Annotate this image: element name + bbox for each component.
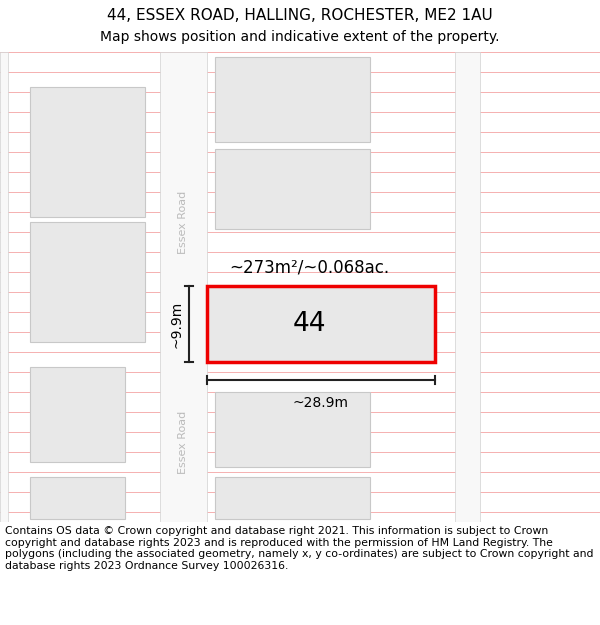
Text: ~28.9m: ~28.9m [293, 396, 349, 410]
Text: Map shows position and indicative extent of the property.: Map shows position and indicative extent… [100, 30, 500, 44]
Bar [215, 477, 370, 519]
Bar [0, 52, 8, 522]
Bar [215, 57, 370, 142]
Text: 44, ESSEX ROAD, HALLING, ROCHESTER, ME2 1AU: 44, ESSEX ROAD, HALLING, ROCHESTER, ME2 … [107, 9, 493, 24]
Bar [215, 292, 360, 357]
Bar [215, 149, 370, 229]
Text: Essex Road: Essex Road [179, 411, 188, 474]
Text: 44: 44 [293, 311, 326, 337]
Text: Essex Road: Essex Road [179, 191, 188, 254]
Bar [30, 477, 125, 519]
Bar [30, 367, 125, 462]
Bar [215, 392, 370, 467]
Bar [207, 286, 435, 362]
Text: ~9.9m: ~9.9m [169, 301, 183, 348]
Text: Contains OS data © Crown copyright and database right 2021. This information is : Contains OS data © Crown copyright and d… [5, 526, 593, 571]
Bar [30, 87, 145, 217]
Text: ~273m²/~0.068ac.: ~273m²/~0.068ac. [230, 259, 389, 277]
Bar [30, 222, 145, 342]
Bar [455, 52, 480, 522]
Bar [160, 52, 207, 522]
